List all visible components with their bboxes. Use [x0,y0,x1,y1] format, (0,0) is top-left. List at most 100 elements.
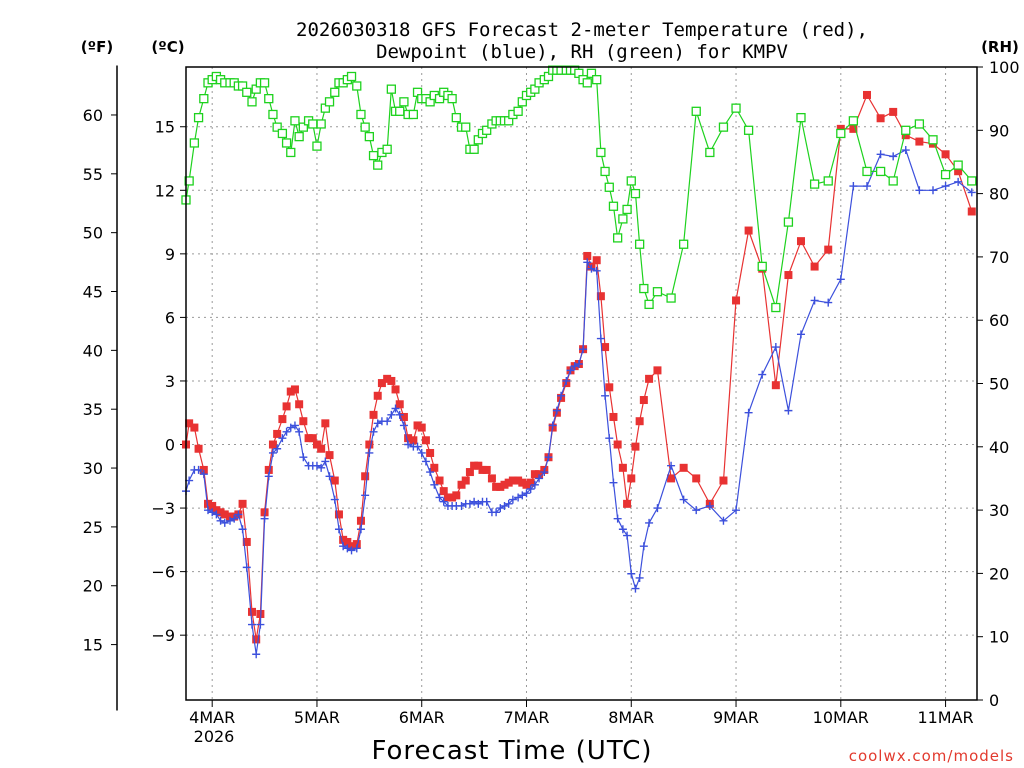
dewpoint-point [583,258,592,267]
dewpoint-point [570,362,579,371]
dewpoint-point [421,457,430,466]
grid-lines [186,67,977,700]
temperature-point [194,444,203,453]
temperature-point [653,366,662,375]
dewpoint-point [601,391,610,400]
rh-point [612,233,623,243]
temperature-point [618,463,627,472]
dewpoint-point [290,421,299,430]
rh-point [513,106,523,116]
rh-point [386,84,396,94]
rh-point [286,147,296,158]
temperature-point [426,448,435,457]
temperature-point [639,396,648,405]
temperature-point [321,419,330,428]
temperature-point [605,383,614,392]
dewpoint-point [212,510,221,519]
rh-point [298,122,308,132]
fahrenheit-tick-label: 35 [83,400,103,419]
temperature-point [443,493,452,502]
dewpoint-point [395,410,404,419]
rh-point [189,138,200,148]
rh-point [644,299,654,310]
temperature-point [185,419,194,428]
temperature-point [954,167,963,176]
rh-point [718,122,729,132]
dewpoint-point [744,408,753,417]
rh-tick-label: 90 [989,121,1009,140]
temperature-point [421,436,430,445]
x-tick-label: 9MAR [713,708,759,727]
dewpoint-point [613,514,622,523]
dewpoint-point [430,480,439,489]
rh-point [678,239,689,249]
dewpoint-point [286,423,295,432]
temperature-series [182,90,976,644]
rh-point [666,293,676,303]
dewpoint-point [522,489,531,498]
dewpoint-point [369,427,378,436]
dewpoint-point [343,544,352,553]
dewpoint-point [915,186,924,195]
dewpoint-point [457,501,466,510]
temperature-point [448,493,457,502]
rh-point [408,109,418,120]
temperature-point [465,468,474,477]
rh-point [634,239,645,249]
rh-point [953,160,963,170]
temperature-point [435,476,444,485]
rh-point [290,116,300,126]
rh-point [618,214,628,224]
rh-axis-label: (RH) [981,38,1019,56]
temperature-point [796,237,805,246]
dewpoint-point [220,518,229,527]
temperature-point [330,476,339,485]
temperature-point [417,423,426,432]
celsius-tick-label: 12 [155,181,175,200]
temperature-point [530,470,539,479]
dewpoint-point [278,434,287,443]
dewpoint-point [719,516,728,525]
dewpoint-point [435,493,444,502]
rh-point [596,147,606,158]
temperature-point [457,480,466,489]
dewpoint-point [426,468,435,477]
temperature-point [692,474,701,483]
rh-series [181,65,977,313]
rh-point [399,97,409,107]
dewpoint-point [482,497,491,506]
dewpoint-point [439,497,448,506]
temperature-point [482,465,491,474]
temperature-point [409,436,418,445]
rh-tick-label: 30 [989,501,1009,520]
rh-point [691,106,701,116]
dewpoint-point [204,506,213,515]
dewpoint-line [185,149,973,655]
watermark: coolwx.com/models [849,747,1014,765]
series-layer [181,65,977,659]
dewpoint-point [705,501,714,510]
temperature-point [226,512,235,521]
temperature-point [635,417,644,426]
temperature-point [508,476,517,485]
dewpoint-point [566,366,575,375]
temperature-point [941,150,950,159]
temperature-point [369,410,378,419]
dewpoint-point [230,514,239,523]
dewpoint-point [299,453,308,462]
x-tick-label: 10MAR [813,708,869,727]
dewpoint-point [605,434,614,443]
temperature-point [260,508,269,517]
temperature-point [308,434,317,443]
dewpoint-point [518,491,527,500]
temperature-point [387,376,396,385]
dewpoint-point [784,406,793,415]
x-tick-label: 4MAR [189,708,235,727]
temperature-point [430,463,439,472]
dewpoint-point [592,266,601,275]
temperature-point [849,124,858,133]
temperature-point [474,461,483,470]
rh-tick-label: 60 [989,311,1009,330]
temperature-point [967,207,976,216]
rh-point [316,119,326,129]
